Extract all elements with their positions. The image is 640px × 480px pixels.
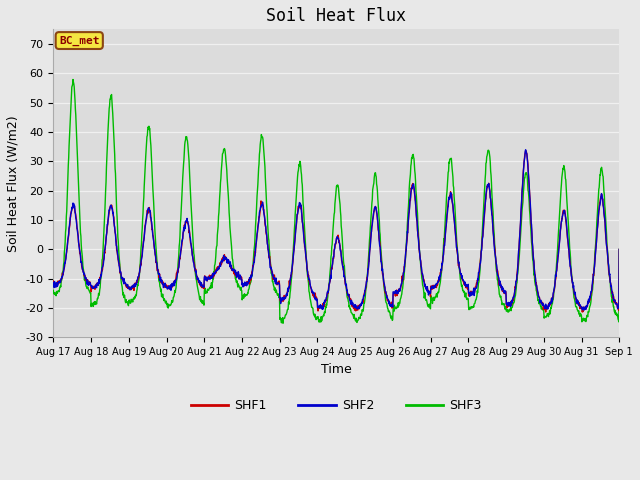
Y-axis label: Soil Heat Flux (W/m2): Soil Heat Flux (W/m2) xyxy=(7,115,20,252)
X-axis label: Time: Time xyxy=(321,363,351,376)
Legend: SHF1, SHF2, SHF3: SHF1, SHF2, SHF3 xyxy=(186,395,487,418)
Text: BC_met: BC_met xyxy=(59,36,99,46)
Title: Soil Heat Flux: Soil Heat Flux xyxy=(266,7,406,25)
